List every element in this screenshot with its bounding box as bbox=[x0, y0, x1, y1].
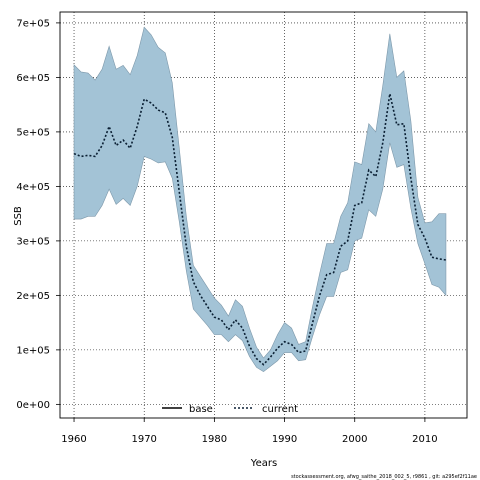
y-tick-label-200000: 2e+05 bbox=[16, 291, 50, 302]
footer-source: stockassessment.org, afwg_saithe_2018_00… bbox=[291, 474, 477, 480]
x-axis-title: Years bbox=[250, 458, 277, 469]
plot-frame bbox=[59, 11, 468, 419]
x-tick-label-1980: 1980 bbox=[202, 434, 227, 445]
x-axis-ticks: 1960 1970 1980 1990 2000 2010 bbox=[61, 418, 438, 445]
y-axis-ticks: 0e+00 1e+05 2e+05 3e+05 4e+05 5e+05 6e+05 7e+05 bbox=[16, 18, 60, 411]
y-tick-label-300000: 3e+05 bbox=[16, 236, 50, 247]
y-tick-label-100000: 1e+05 bbox=[16, 345, 50, 356]
x-tick-label-1960: 1960 bbox=[61, 434, 86, 445]
y-tick-label-0: 0e+00 bbox=[16, 400, 50, 411]
series-line-current bbox=[73, 93, 447, 366]
x-tick-label-1970: 1970 bbox=[131, 434, 156, 445]
x-tick-label-2000: 2000 bbox=[342, 434, 367, 445]
y-tick-label-700000: 7e+05 bbox=[16, 18, 50, 29]
x-tick-label-2010: 2010 bbox=[412, 434, 437, 445]
confidence-band bbox=[73, 26, 447, 373]
legend-label-base: base bbox=[189, 404, 213, 415]
legend-label-current: current bbox=[262, 404, 298, 415]
legend: base current bbox=[162, 404, 298, 415]
y-tick-label-600000: 6e+05 bbox=[16, 73, 50, 84]
y-axis-title: SSB bbox=[13, 206, 24, 226]
x-tick-label-1990: 1990 bbox=[272, 434, 297, 445]
y-tick-label-500000: 5e+05 bbox=[16, 127, 50, 138]
y-tick-label-400000: 4e+05 bbox=[16, 182, 50, 193]
